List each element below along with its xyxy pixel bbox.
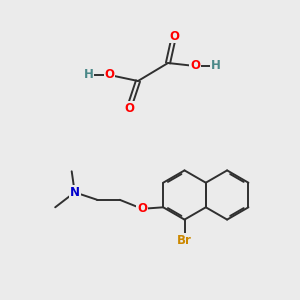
Text: O: O <box>190 59 200 73</box>
Text: N: N <box>70 186 80 199</box>
Text: O: O <box>169 29 179 43</box>
Text: H: H <box>84 68 93 82</box>
Text: O: O <box>137 202 147 215</box>
Text: O: O <box>104 68 115 82</box>
Text: O: O <box>124 101 134 115</box>
Text: H: H <box>211 59 221 73</box>
Text: Br: Br <box>177 234 192 247</box>
